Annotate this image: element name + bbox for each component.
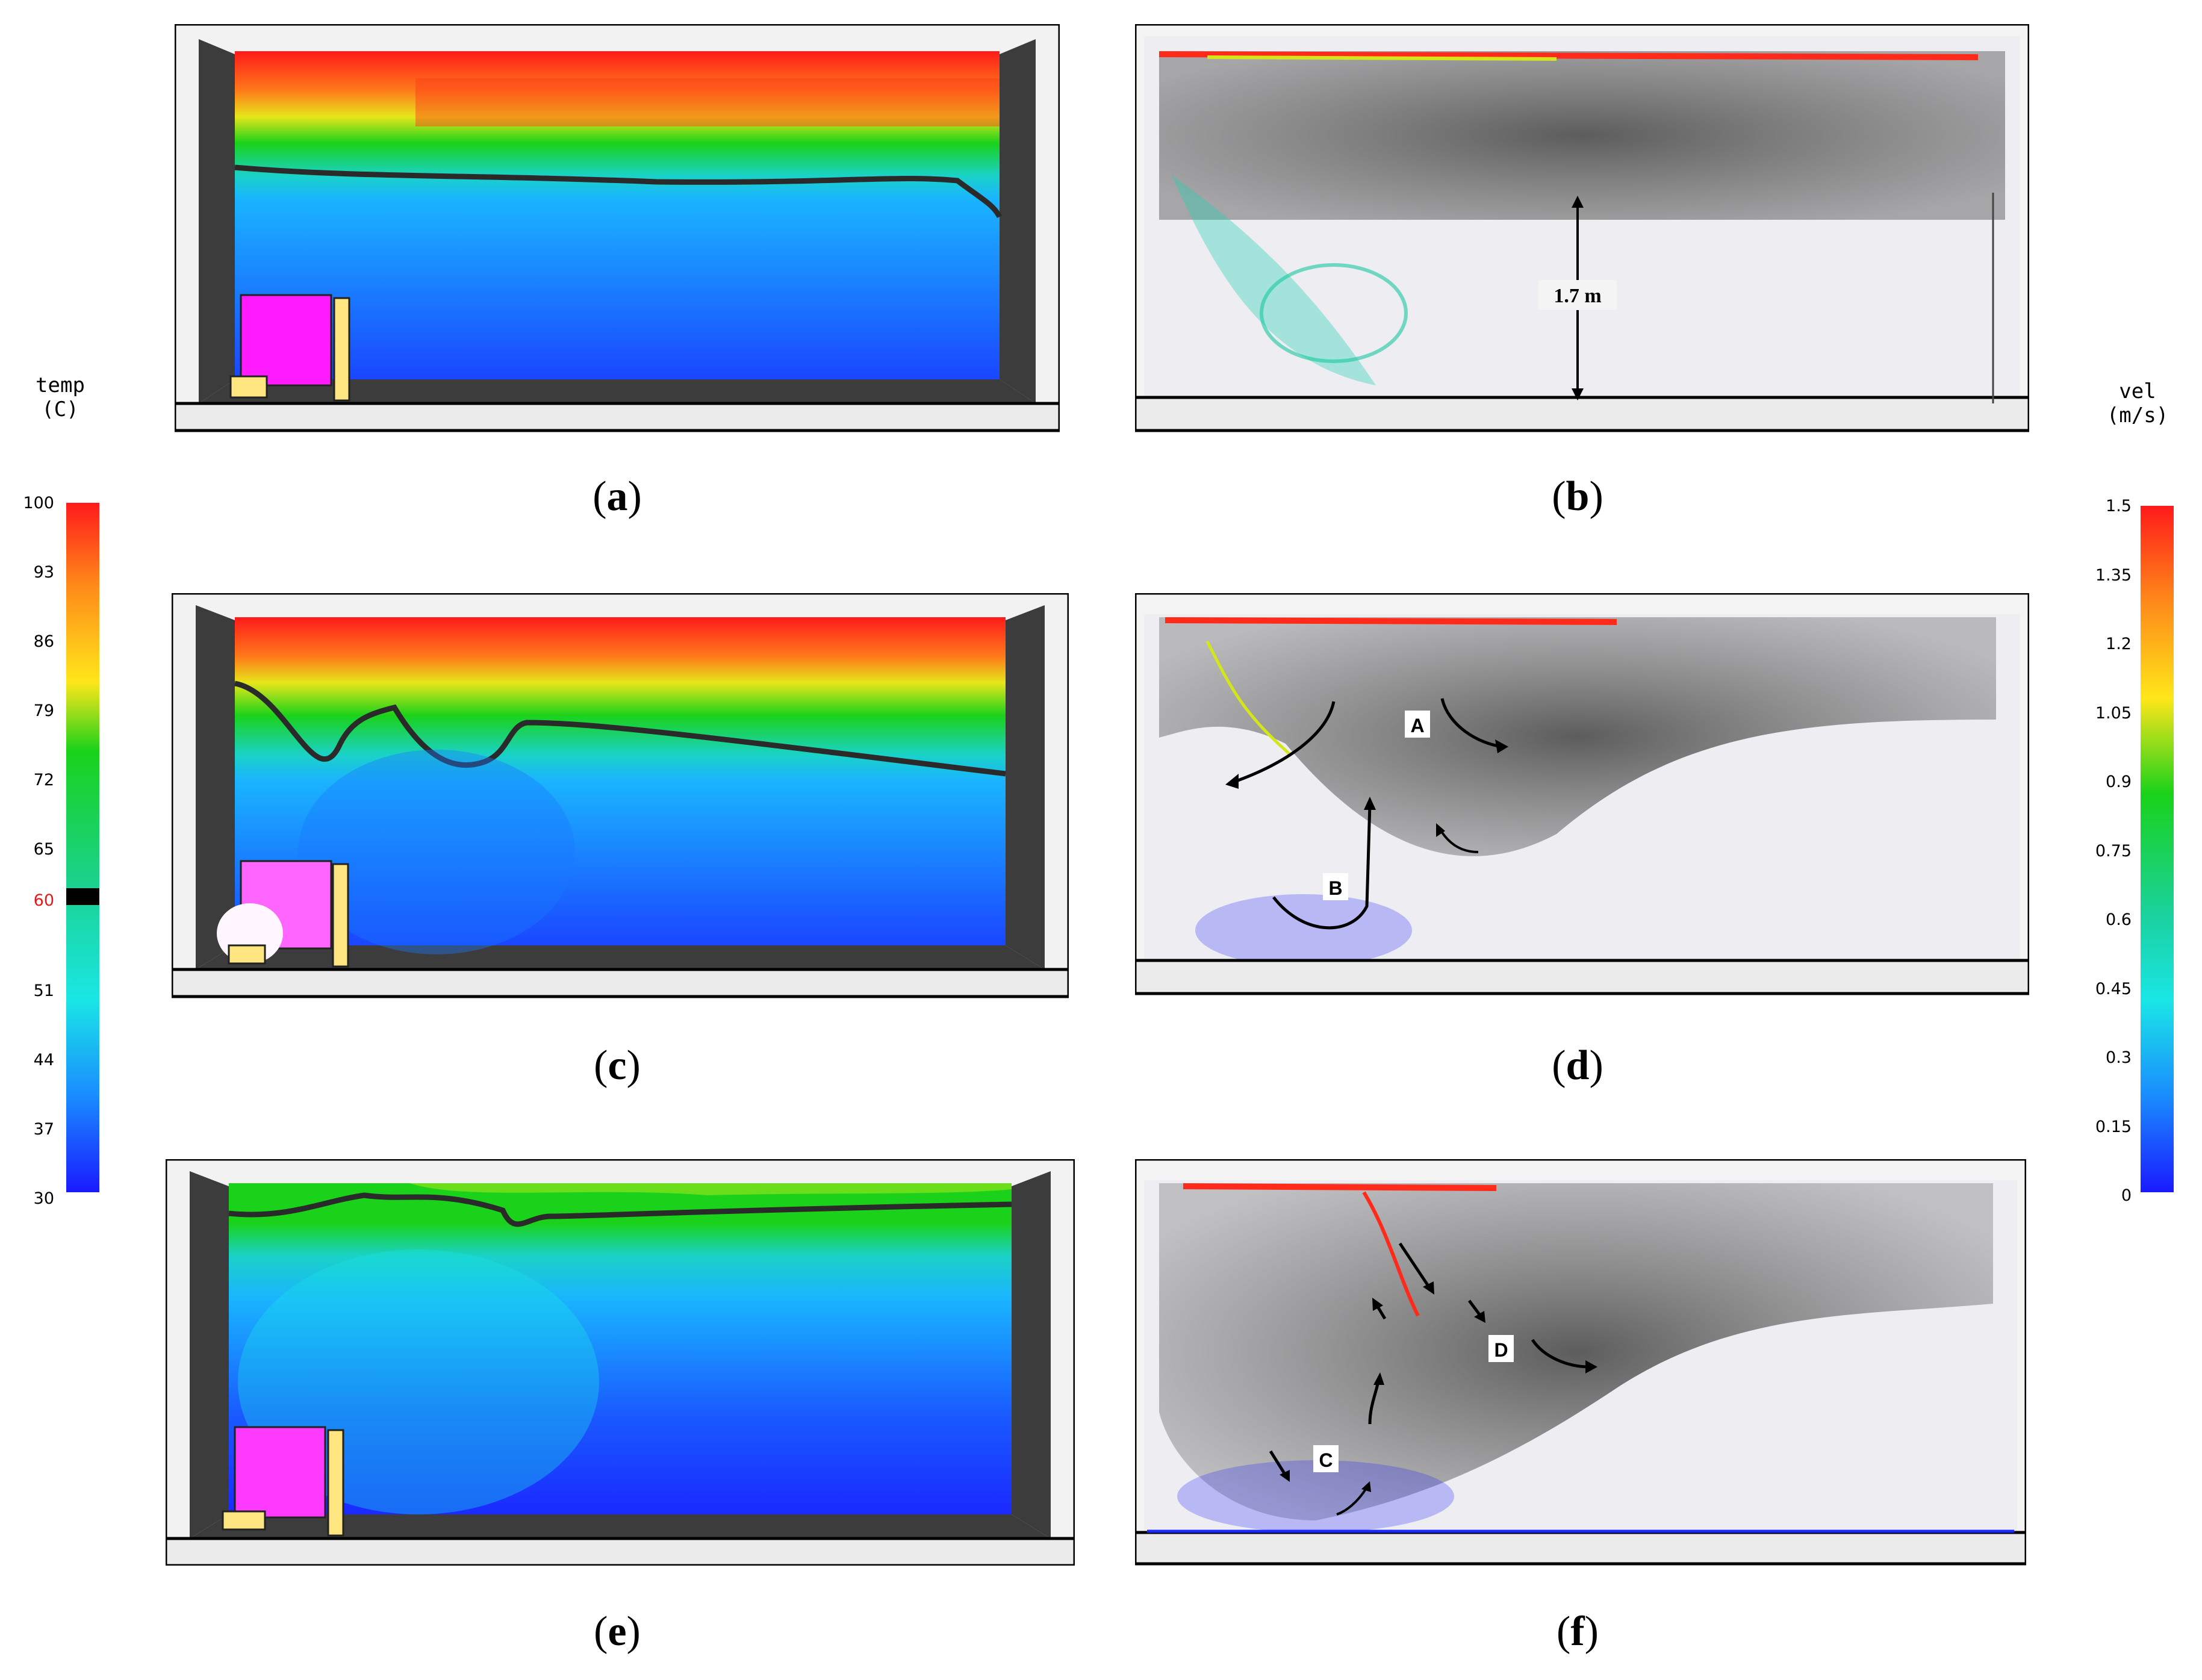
fire-source: [229, 375, 268, 399]
flow-arrow: [1531, 1339, 1590, 1369]
temp-tick-label: 37: [33, 1120, 54, 1139]
height-label: 1.7 m: [1554, 285, 1601, 307]
obstacle-panel: [327, 1429, 344, 1537]
vel-tick-label: 0.45: [2095, 979, 2132, 998]
caption-f: (f): [1557, 1608, 1599, 1655]
marker-c: C: [1319, 1449, 1333, 1471]
temp-threshold-band: [66, 888, 99, 905]
flow-arrow: [1336, 1486, 1368, 1516]
caption-d: (d): [1552, 1042, 1603, 1089]
panel-c-temperature: [172, 593, 1069, 1000]
burner-box: [234, 1426, 326, 1519]
flow-arrow: [1398, 1242, 1432, 1290]
temp-tick-label: 72: [33, 771, 54, 789]
temp-tick-label: 79: [33, 702, 54, 720]
vel-tick-label: 0.15: [2095, 1117, 2132, 1136]
temp-scale-title-line2: (C): [42, 397, 79, 422]
vel-scale-title: vel (m/s): [2077, 379, 2198, 428]
fire-source: [228, 944, 266, 965]
temp-tick-label: 65: [33, 840, 54, 859]
flow-arrow: [1272, 803, 1372, 930]
marker-d: D: [1494, 1339, 1508, 1361]
vel-tick-label: 1.35: [2095, 565, 2132, 585]
temp-tick-label: 51: [33, 982, 54, 1000]
burner-box: [240, 294, 332, 387]
vel-scale-title-line1: vel: [2119, 379, 2156, 403]
temp-colorbar: [66, 503, 99, 1192]
vel-tick-label: 0.9: [2106, 773, 2132, 791]
panel-a-temperature: [175, 24, 1060, 434]
panel-d-velocity: A B: [1135, 593, 2029, 1000]
caption-c: (c): [594, 1042, 641, 1089]
temp-tick-label: 44: [33, 1051, 54, 1069]
marker-a: A: [1410, 715, 1424, 736]
temp-scale-title-line1: temp: [36, 373, 85, 397]
vel-tick-label: 0.3: [2106, 1048, 2132, 1067]
vel-tick-label: 0.6: [2106, 910, 2132, 929]
temp-tick-label: 100: [23, 494, 54, 512]
caption-e: (e): [594, 1608, 641, 1655]
vel-tick-label: 1.05: [2095, 703, 2132, 723]
caption-b: (b): [1552, 473, 1603, 520]
vel-tick-label: 1.5: [2106, 497, 2132, 515]
fire-source: [222, 1510, 266, 1531]
flow-arrow: [1231, 701, 1336, 785]
temp-scale-title: temp (C): [18, 373, 102, 422]
flow-arrow: [1440, 698, 1503, 748]
vel-tick-label: 1.2: [2106, 635, 2132, 653]
obstacle-panel: [332, 863, 349, 968]
obstacle-panel: [333, 297, 350, 402]
vel-tick-label: 0: [2121, 1186, 2132, 1205]
panel-b-velocity: 1.7 m: [1135, 24, 2029, 434]
panel-e-temperature: [166, 1159, 1075, 1566]
temp-tick-label: 93: [33, 563, 54, 582]
vel-tick-label: 0.75: [2095, 841, 2132, 860]
marker-b: B: [1328, 877, 1342, 899]
vel-colorbar: [2141, 506, 2174, 1192]
temp-tick-label: 86: [33, 632, 54, 651]
temp-tick-label: 60: [33, 891, 54, 910]
caption-a: (a): [592, 473, 642, 520]
flow-arrow: [1269, 1450, 1287, 1476]
panel-f-velocity: D C: [1135, 1159, 2026, 1566]
temp-tick-label: 30: [33, 1189, 54, 1208]
vel-scale-title-line2: (m/s): [2106, 403, 2169, 428]
